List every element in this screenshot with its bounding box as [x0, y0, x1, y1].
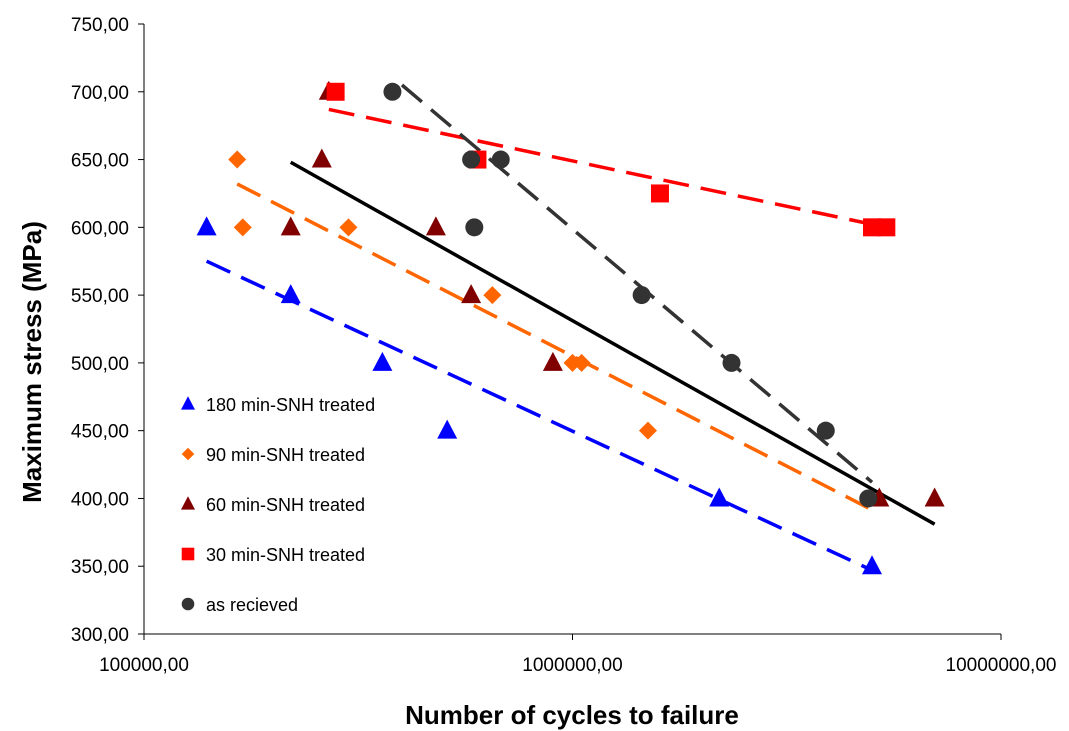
data-point-series-0 — [280, 284, 301, 304]
data-point-series-2 — [542, 351, 563, 371]
data-point-series-1 — [483, 286, 502, 305]
tick-labels: 300,00 350,00 400,00 450,00 500,00 550,00 600,… — [71, 15, 1057, 676]
data-point-series-0 — [709, 487, 730, 507]
x-tick-label: 1000000,00 — [522, 655, 622, 676]
legend-marker-0 — [181, 396, 195, 410]
data-point-series-2 — [461, 284, 482, 304]
data-point-series-4 — [859, 489, 878, 508]
y-axis-title: Maximum stress (MPa) — [17, 221, 47, 503]
y-tick-label: 700,00 — [71, 83, 129, 104]
data-point-series-4 — [632, 286, 651, 305]
y-tick-label: 300,00 — [71, 625, 129, 646]
data-point-series-1 — [563, 353, 582, 372]
legend-label-3: 30 min-SNH treated — [206, 545, 365, 565]
legend-marker-2 — [181, 496, 195, 510]
y-tick-label: 400,00 — [71, 489, 129, 510]
data-point-series-4 — [383, 82, 402, 101]
legend-marker-3 — [181, 547, 195, 561]
legend-symbol-4 — [181, 597, 195, 611]
y-tick-label: 550,00 — [71, 286, 129, 307]
data-point-series-2 — [280, 216, 301, 236]
data-point-series-1 — [228, 150, 247, 169]
data-point-series-1 — [572, 353, 591, 372]
trendline-4 — [400, 83, 874, 484]
data-markers — [196, 80, 945, 575]
data-point-series-1 — [339, 218, 358, 237]
data-point-series-2 — [311, 148, 332, 168]
data-point-series-0 — [196, 216, 217, 236]
data-point-series-4 — [491, 150, 510, 169]
legend-marker-4 — [181, 597, 195, 611]
data-point-series-4 — [816, 421, 835, 440]
trendline-0 — [205, 259, 873, 572]
data-point-series-1 — [233, 218, 252, 237]
legend-symbol-3 — [181, 547, 195, 561]
legend-marker-1 — [181, 447, 195, 461]
data-point-series-0 — [372, 351, 393, 371]
y-tick-label: 450,00 — [71, 422, 129, 443]
legend-label-1: 90 min-SNH treated — [206, 445, 365, 465]
data-point-series-1 — [638, 421, 657, 440]
x-tick-label: 10000000,00 — [946, 655, 1057, 676]
y-tick-label: 500,00 — [71, 354, 129, 375]
data-point-series-4 — [462, 150, 481, 169]
legend-symbol-0 — [181, 396, 195, 410]
trendline-3 — [328, 107, 887, 230]
y-tick-label: 600,00 — [71, 218, 129, 239]
data-point-series-3 — [326, 82, 345, 101]
plot-axes — [138, 23, 1002, 640]
legend-label-0: 180 min-SNH treated — [206, 395, 375, 415]
trendline-2 — [289, 160, 936, 526]
x-axis-title: Number of cycles to failure — [405, 700, 739, 730]
data-point-series-3 — [863, 218, 882, 237]
trendlines — [205, 83, 936, 572]
data-point-series-2 — [924, 487, 945, 507]
legend-label-4: as recieved — [206, 595, 298, 615]
y-tick-label: 650,00 — [71, 151, 129, 172]
legend-symbol-2 — [181, 496, 195, 510]
data-point-series-0 — [437, 419, 458, 439]
data-point-series-4 — [722, 353, 741, 372]
x-tick-label: 100000,00 — [99, 655, 189, 676]
legend-symbol-1 — [181, 447, 195, 461]
data-point-series-3 — [650, 184, 669, 203]
y-tick-label: 750,00 — [71, 15, 129, 36]
y-tick-label: 350,00 — [71, 557, 129, 578]
trendline-1 — [236, 182, 870, 510]
data-point-series-0 — [862, 555, 883, 575]
data-point-series-4 — [465, 218, 484, 237]
data-point-series-3 — [877, 218, 896, 237]
legend: 180 min-SNH treated 90 min-SNH treated 60 … — [181, 395, 375, 615]
legend-label-2: 60 min-SNH treated — [206, 495, 365, 515]
data-point-series-2 — [425, 216, 446, 236]
